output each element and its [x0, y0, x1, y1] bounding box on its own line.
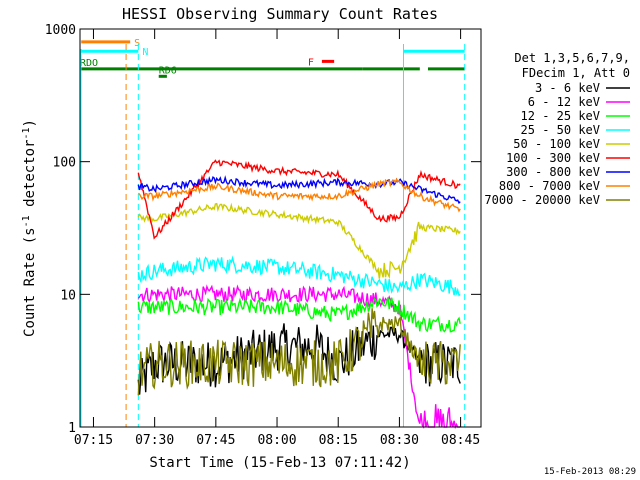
legend-label: 50 - 100 keV — [513, 137, 600, 151]
legend-label: 300 - 800 keV — [506, 165, 600, 179]
x-tick-label: 08:00 — [257, 433, 296, 448]
y-tick-label: 1 — [68, 421, 76, 436]
legend-title-1: Det 1,3,5,6,7,9, — [514, 51, 630, 65]
legend-label: 3 - 6 keV — [535, 81, 600, 95]
x-tick-label: 07:30 — [135, 433, 174, 448]
x-tick-label: 08:15 — [319, 433, 358, 448]
x-tick-label: 08:45 — [441, 433, 480, 448]
legend-label: 6 - 12 keV — [528, 95, 600, 109]
legend-label: 800 - 7000 keV — [499, 179, 600, 193]
series-line-12to25kev — [137, 297, 461, 333]
x-tick-label: 08:30 — [380, 433, 419, 448]
flag-label-rdo: RDO — [80, 58, 98, 69]
series-line-6to12kev — [137, 284, 461, 430]
flag-label-rd6: RD6 — [159, 65, 177, 76]
series-layer — [137, 159, 461, 430]
legend-label: 25 - 50 keV — [521, 123, 600, 137]
y-axis-label: Count Rate (s-1 detector-1) — [21, 119, 38, 337]
y-tick-label: 100 — [53, 156, 76, 171]
y-tick-label: 10 — [60, 288, 76, 303]
legend-label: 7000 - 20000 keV — [484, 193, 600, 207]
series-line-800to7000kev — [137, 177, 461, 213]
series-line-7000to20000kev — [137, 308, 461, 396]
series-line-25to50kev — [137, 255, 461, 297]
chart-title: HESSI Observing Summary Count Rates — [122, 5, 438, 23]
legend-title-2: FDecim 1, Att 0 — [522, 66, 630, 80]
plot-frame — [79, 28, 482, 428]
x-axis-label: Start Time (15-Feb-13 07:11:42) — [149, 455, 410, 471]
flag-label-n: N — [142, 47, 148, 58]
x-tick-label: 07:45 — [196, 433, 235, 448]
series-line-50to100kev — [137, 202, 461, 280]
series-line-300to800kev — [137, 175, 461, 205]
legend-label: 12 - 25 keV — [521, 109, 600, 123]
flag-bars-layer: SN RDO RD6 F — [80, 38, 466, 427]
flag-label-f: F — [308, 57, 314, 68]
x-tick-label: 07:15 — [74, 433, 113, 448]
legend-label: 100 - 300 keV — [506, 151, 600, 165]
y-tick-label: 1000 — [45, 23, 76, 38]
timestamp: 15-Feb-2013 08:29 — [544, 467, 636, 477]
axes-layer: 07:15 07:30 07:45 08:00 08:15 08:30 08:45 1 10 10… — [45, 23, 481, 448]
flag-label-s: S — [134, 38, 140, 49]
